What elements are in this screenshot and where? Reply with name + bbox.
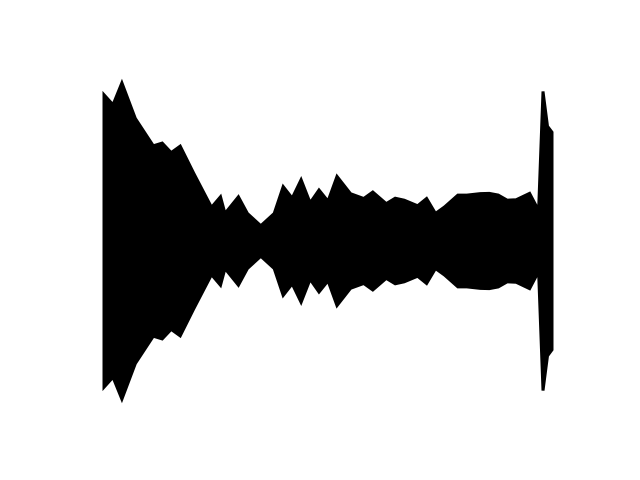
waveform-shape: [102, 78, 554, 404]
